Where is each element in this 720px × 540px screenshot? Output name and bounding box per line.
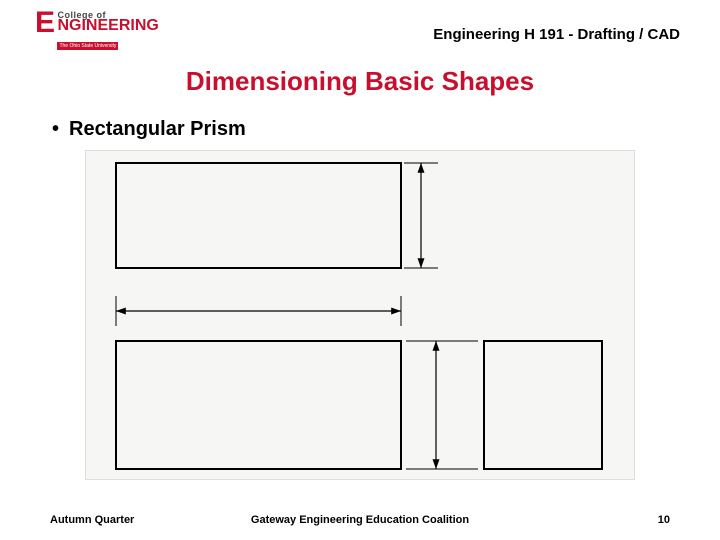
footer-page-number: 10	[658, 514, 670, 526]
course-label: Engineering H 191 - Drafting / CAD	[433, 26, 680, 43]
diagram-area	[85, 150, 635, 480]
logo-engineering: NGINEERING	[57, 18, 158, 34]
slide-title: Dimensioning Basic Shapes	[0, 66, 720, 97]
logo-letter: E	[35, 8, 55, 38]
slide-header: E College of NGINEERING The Ohio State U…	[0, 8, 720, 58]
college-logo: E College of NGINEERING The Ohio State U…	[35, 8, 159, 52]
orthographic-diagram	[86, 151, 636, 481]
logo-text-block: College of NGINEERING The Ohio State Uni…	[57, 10, 158, 52]
bullet-item: • Rectangular Prism	[52, 118, 246, 141]
footer-center: Gateway Engineering Education Coalition	[0, 514, 720, 526]
logo-university: The Ohio State University	[57, 42, 118, 50]
bullet-marker: •	[52, 118, 59, 141]
bullet-text: Rectangular Prism	[69, 118, 246, 140]
